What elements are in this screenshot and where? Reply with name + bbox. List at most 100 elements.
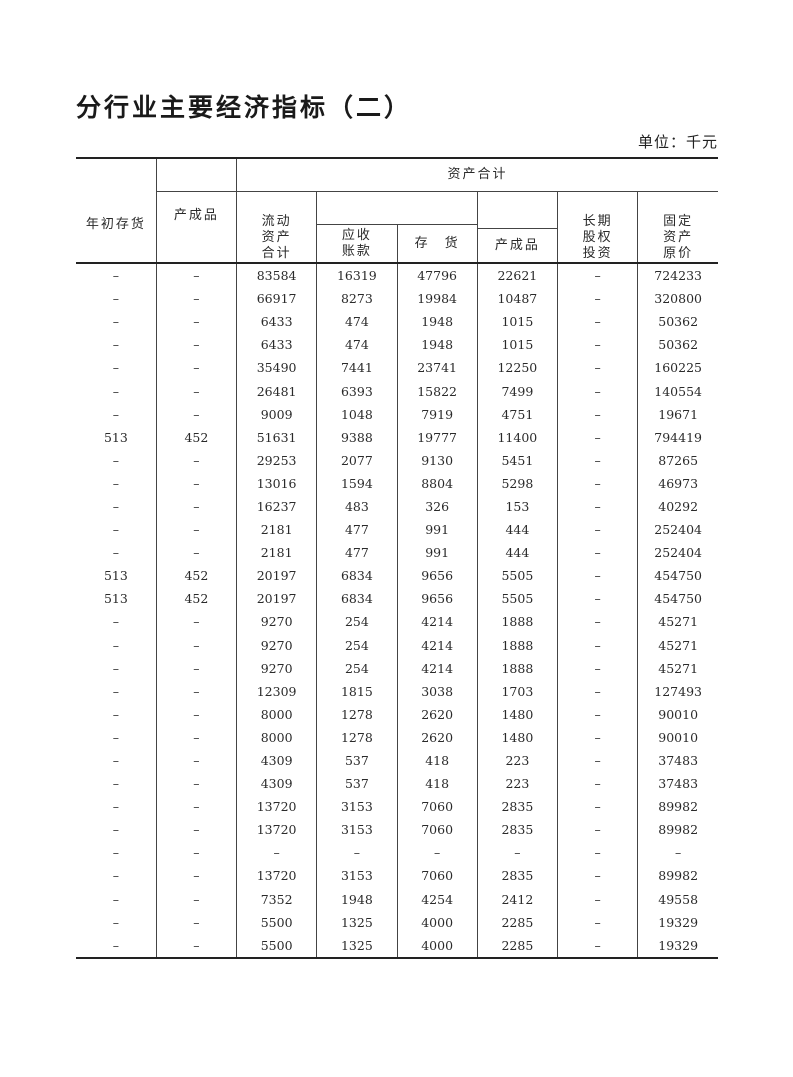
table-cell: – [155, 333, 238, 357]
table-cell: 3153 [316, 795, 398, 819]
table-row: – –4309 537 418 223–37483 [76, 772, 719, 796]
table-row: – –13720 3153 7060 2835–89982 [76, 864, 719, 888]
table-cell: 50362 [637, 310, 719, 334]
table-cell: 9270 [235, 610, 318, 634]
header-fixed-assets: 固定资产原价 [637, 191, 719, 264]
table-cell: 483 [316, 494, 398, 519]
table-cell: 7499 [476, 379, 559, 403]
table-cell: 6433 [235, 310, 318, 334]
table-cell: – [556, 587, 639, 611]
table-cell: 4214 [396, 610, 478, 634]
header-current-assets-label: 流动资产合计 [261, 214, 292, 261]
table-cell: 89982 [637, 795, 719, 819]
table-cell: – [155, 494, 238, 519]
table-cell: 6433 [235, 333, 318, 357]
table-cell: 16237 [235, 494, 318, 519]
table-cell: – [556, 471, 639, 495]
table-cell: 6393 [316, 379, 398, 403]
table-cell: 90010 [637, 725, 719, 749]
table-cell: 2835 [476, 864, 559, 888]
table-cell: 83584 [235, 263, 318, 288]
table-row: – –9009 1048 7919 4751–19671 [76, 402, 719, 426]
table-cell: 452 [155, 587, 238, 611]
table-cell: 5500 [235, 933, 318, 959]
table-cell: 89982 [637, 864, 719, 888]
table-cell: – [556, 702, 639, 726]
table-row: – –16237 483 326 153–40292 [76, 494, 719, 519]
table-row: – –26481 6393 15822 7499–140554 [76, 379, 719, 403]
table-cell: – [76, 795, 157, 819]
table-row: – –8000 1278 2620 1480–90010 [76, 725, 719, 749]
table-cell: 6834 [316, 587, 398, 611]
unit-label: 单位：千元 [637, 133, 718, 151]
table-cell: 20197 [235, 587, 318, 611]
header-inventory-finished: 产成品 [476, 228, 559, 264]
table-cell: – [556, 494, 639, 519]
table-cell: – [76, 494, 157, 519]
table-cell: 9270 [235, 656, 318, 680]
table-cell: 89982 [637, 818, 719, 842]
table-cell: 1948 [316, 887, 398, 911]
table-cell: 8000 [235, 725, 318, 749]
table-cell: 1048 [316, 402, 398, 426]
table-cell: 4309 [235, 772, 318, 796]
table-cell: 477 [316, 541, 398, 565]
table-cell: 2835 [476, 795, 559, 819]
table-cell: – [76, 702, 157, 726]
table-cell: – [556, 333, 639, 357]
table-cell: – [76, 748, 157, 773]
table-cell: 13016 [235, 471, 318, 495]
table-cell: 5505 [476, 587, 559, 611]
table-cell: – [76, 772, 157, 796]
table-cell: – [76, 933, 157, 959]
table-cell: 22621 [476, 263, 559, 288]
table-row: – –13720 3153 7060 2835–89982 [76, 818, 719, 842]
table-cell: 4000 [396, 910, 478, 934]
table-cell: – [155, 772, 238, 796]
table-cell: – [556, 379, 639, 403]
table-row: – –29253 2077 9130 5451–87265 [76, 448, 719, 472]
table-cell: 19329 [637, 933, 719, 959]
table-cell: – [155, 518, 238, 542]
table-cell: – [155, 725, 238, 749]
table-cell: – [155, 864, 238, 888]
table-row: – – – – – – – – [76, 841, 719, 865]
table-cell: 1480 [476, 725, 559, 749]
table-cell: – [396, 841, 478, 865]
header-long-term-equity-label: 长期股权投资 [582, 214, 613, 261]
table-cell: 35490 [235, 356, 318, 380]
table-cell: 2181 [235, 541, 318, 565]
table-cell: 4214 [396, 633, 478, 657]
table-cell: 418 [396, 748, 478, 773]
table-cell: 2835 [476, 818, 559, 842]
table-cell: 16319 [316, 263, 398, 288]
table-row: – –9270 254 4214 1888–45271 [76, 633, 719, 657]
table-cell: 9388 [316, 425, 398, 449]
table-cell: 4214 [396, 656, 478, 680]
table-row: – –35490 7441 23741 12250–160225 [76, 356, 719, 380]
table-cell: – [155, 679, 238, 703]
table-cell: 9270 [235, 633, 318, 657]
table-cell: – [556, 772, 639, 796]
table-cell: – [155, 471, 238, 495]
table-cell: 1480 [476, 702, 559, 726]
table-cell: 8273 [316, 287, 398, 311]
table-cell: – [155, 541, 238, 565]
table-cell: 444 [476, 518, 559, 542]
table-cell: – [476, 841, 559, 865]
table-cell: 3153 [316, 818, 398, 842]
table-cell: 320800 [637, 287, 719, 311]
header-receivables-label: 应收账款 [341, 227, 372, 259]
table-cell: 66917 [235, 287, 318, 311]
table-cell: – [155, 818, 238, 842]
table-cell: 153 [476, 494, 559, 519]
table-cell: 19329 [637, 910, 719, 934]
table-cell: – [556, 564, 639, 588]
table-cell: – [556, 310, 639, 334]
table-cell: 7919 [396, 402, 478, 426]
table-cell: 11400 [476, 425, 559, 449]
table-cell: – [76, 887, 157, 911]
table-cell: 4254 [396, 887, 478, 911]
table-cell: – [556, 818, 639, 842]
table-cell: 9130 [396, 448, 478, 472]
